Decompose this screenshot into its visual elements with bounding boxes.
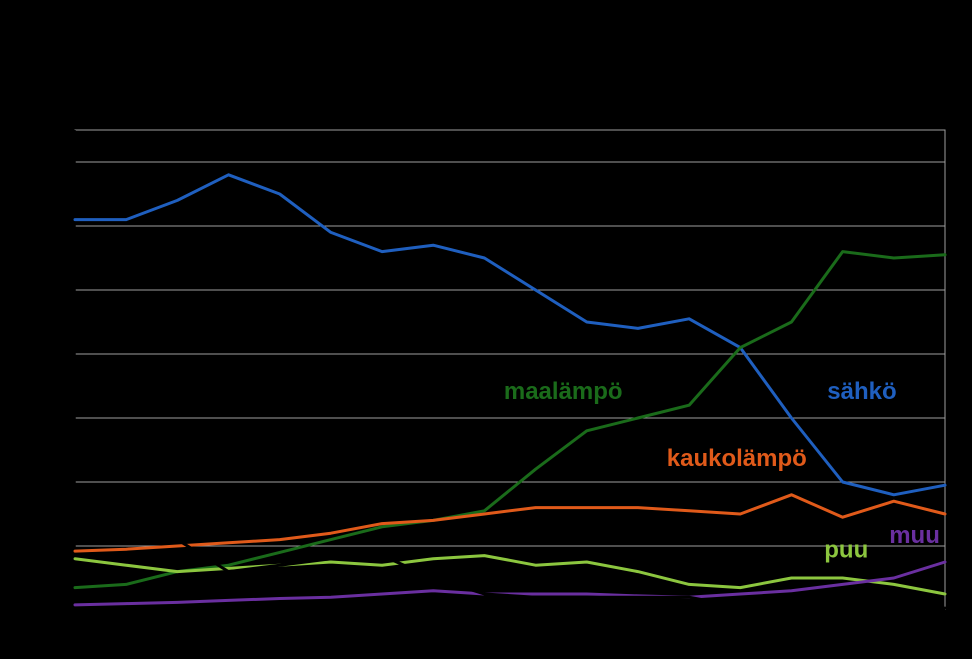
y-tick-label: 20% — [25, 472, 65, 494]
y-tick-label: 30% — [25, 408, 65, 430]
series-label-muu: muu — [889, 522, 940, 549]
x-tick-label: 2002 — [257, 621, 302, 643]
series-label-kevyt_oljy: kevyt öljy — [167, 445, 277, 472]
series-label-kaukolampo: kaukolämpö — [667, 445, 807, 472]
y-tick-label: 40% — [25, 344, 65, 366]
y-tick-label: 10% — [25, 536, 65, 558]
x-tick-label: 2006 — [462, 621, 507, 643]
series-label-puu: puu — [824, 537, 868, 564]
y-tick-label: 60% — [25, 216, 65, 238]
x-tick-label: 1998 — [53, 621, 98, 643]
y-tick-label: 70% — [25, 152, 65, 174]
x-tick-label: 2014 — [872, 621, 917, 643]
x-tick-label: 2000 — [155, 621, 200, 643]
x-tick-label: 2010 — [667, 621, 712, 643]
y-tick-label: 0% — [36, 600, 65, 622]
x-tick-label: 2004 — [360, 621, 405, 643]
x-tick-label: 2012 — [769, 621, 814, 643]
series-label-sahko: sähkö — [827, 378, 896, 405]
chart-area: 0% 10% 20% 30% 40% 50% 60% 70% 1998 2000 2002 2004 2… — [0, 0, 972, 659]
x-tick-label: 2008 — [565, 621, 610, 643]
series-label-maalampo: maalämpö — [504, 378, 623, 405]
y-tick-label: 50% — [25, 280, 65, 302]
line-chart: 0% 10% 20% 30% 40% 50% 60% 70% 1998 2000 2002 2004 2… — [0, 0, 972, 659]
